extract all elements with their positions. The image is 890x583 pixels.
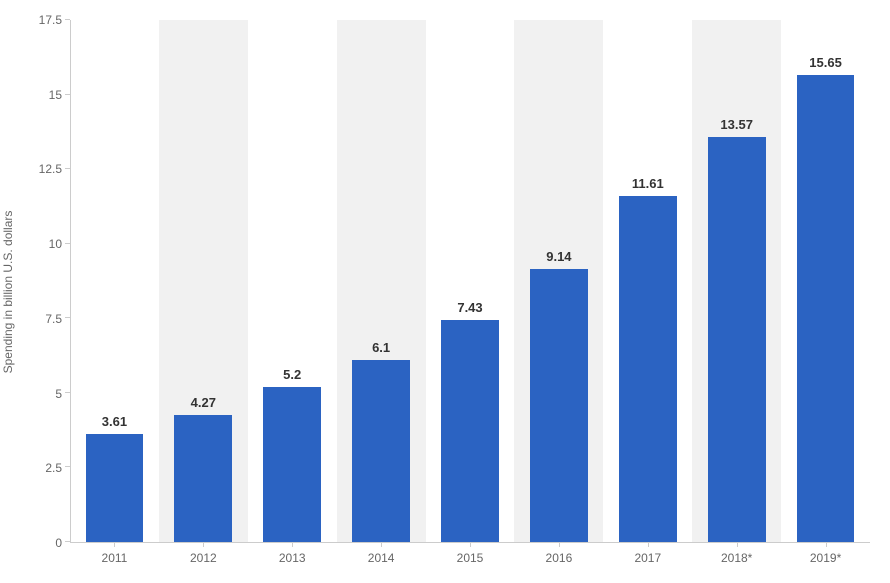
bar-chart: Spending in billion U.S. dollars 0 2.5 5 7.… <box>0 0 890 583</box>
bar[interactable]: 6.1 <box>352 360 410 542</box>
bar-value-label: 15.65 <box>809 55 842 70</box>
bar-value-label: 13.57 <box>720 117 753 132</box>
bar[interactable]: 3.61 <box>86 434 144 542</box>
bar[interactable]: 11.61 <box>619 196 677 542</box>
x-tick-label: 2014 <box>337 543 426 565</box>
bar-value-label: 7.43 <box>457 300 482 315</box>
bar-slot: 15.65 <box>781 20 870 542</box>
bar-slot: 6.1 <box>337 20 426 542</box>
bar-slot: 4.27 <box>159 20 248 542</box>
bar-slot: 5.2 <box>248 20 337 542</box>
bar-value-label: 4.27 <box>191 395 216 410</box>
x-tick-label: 2012 <box>159 543 248 565</box>
y-tick-label: 5 <box>22 387 62 401</box>
bar-slot: 13.57 <box>692 20 781 542</box>
x-tick-label: 2011 <box>70 543 159 565</box>
x-tick-label: 2019* <box>781 543 870 565</box>
y-tick-label: 15 <box>22 88 62 102</box>
bar[interactable]: 4.27 <box>174 415 232 542</box>
bar-slot: 3.61 <box>70 20 159 542</box>
bar-slot: 9.14 <box>514 20 603 542</box>
plot-area: 02.557.51012.51517.5 3.614.275.26.17.439… <box>70 20 870 543</box>
x-tick-label: 2016 <box>514 543 603 565</box>
x-tick-label: 2017 <box>603 543 692 565</box>
x-tick-label: 2015 <box>426 543 515 565</box>
bar[interactable]: 15.65 <box>797 75 855 542</box>
bar-slot: 7.43 <box>426 20 515 542</box>
y-tick-label: 12.5 <box>22 162 62 176</box>
bars-container: 3.61 4.27 5.2 6.1 7.43 9.14 11.61 13.57 15.65 <box>70 20 870 543</box>
y-tick-label: 10 <box>22 237 62 251</box>
x-tick-label: 2018* <box>692 543 781 565</box>
y-axis-label: Spending in billion U.S. dollars <box>1 210 15 373</box>
y-tick-label: 0 <box>22 536 62 550</box>
bar-value-label: 3.61 <box>102 414 127 429</box>
y-tick-label: 7.5 <box>22 312 62 326</box>
bar-value-label: 6.1 <box>372 340 390 355</box>
bar-slot: 11.61 <box>603 20 692 542</box>
y-tick-label: 17.5 <box>22 13 62 27</box>
bar-value-label: 9.14 <box>546 249 571 264</box>
y-axis: 02.557.51012.51517.5 <box>25 20 70 543</box>
x-axis: 20112012201320142015201620172018*2019* <box>70 543 870 565</box>
bar[interactable]: 7.43 <box>441 320 499 542</box>
x-tick-label: 2013 <box>248 543 337 565</box>
bar-value-label: 5.2 <box>283 367 301 382</box>
bar-value-label: 11.61 <box>632 176 664 191</box>
bar[interactable]: 13.57 <box>708 137 766 542</box>
y-tick-label: 2.5 <box>22 461 62 475</box>
bar[interactable]: 5.2 <box>263 387 321 542</box>
bar[interactable]: 9.14 <box>530 269 588 542</box>
